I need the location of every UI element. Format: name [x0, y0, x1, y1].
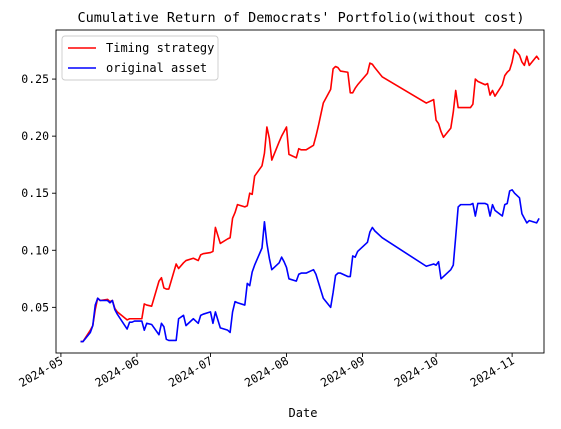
x-tick-label-6: 2024-11	[468, 353, 517, 389]
y-tick-label-0: 0.05	[21, 300, 49, 314]
series-line-1	[80, 188, 540, 343]
plot-frame	[55, 29, 545, 354]
legend: Timing strategy original asset	[61, 35, 219, 81]
plot-area	[55, 29, 545, 354]
x-tick-label-1: 2024-06	[92, 353, 141, 389]
y-tick-label-2: 0.15	[21, 186, 49, 200]
x-axis-label: Date	[289, 406, 318, 420]
y-tick-label-1: 0.10	[21, 243, 49, 257]
x-tick-label-5: 2024-10	[392, 353, 441, 389]
y-tick-label-3: 0.20	[21, 129, 49, 143]
y-tick-label-4: 0.25	[21, 72, 49, 86]
series-layer	[80, 48, 540, 343]
y-axis: 0.05 0.10 0.15 0.20 0.25	[21, 72, 56, 314]
legend-label-original: original asset	[106, 61, 207, 75]
x-tick-label-4: 2024-09	[318, 353, 367, 389]
series-line-0	[80, 48, 540, 343]
x-tick-label-3: 2024-08	[242, 353, 291, 389]
legend-label-timing: Timing strategy	[106, 41, 214, 55]
x-tick-label-2: 2024-07	[166, 353, 215, 389]
x-tick-label-0: 2024-05	[16, 353, 65, 389]
x-axis: 2024-05 2024-06 2024-07 2024-08 2024-09 2024-…	[16, 353, 517, 390]
legend-box	[61, 35, 219, 81]
chart-title: Cumulative Return of Democrats' Portfoli…	[77, 10, 524, 26]
plot-background	[56, 30, 544, 353]
